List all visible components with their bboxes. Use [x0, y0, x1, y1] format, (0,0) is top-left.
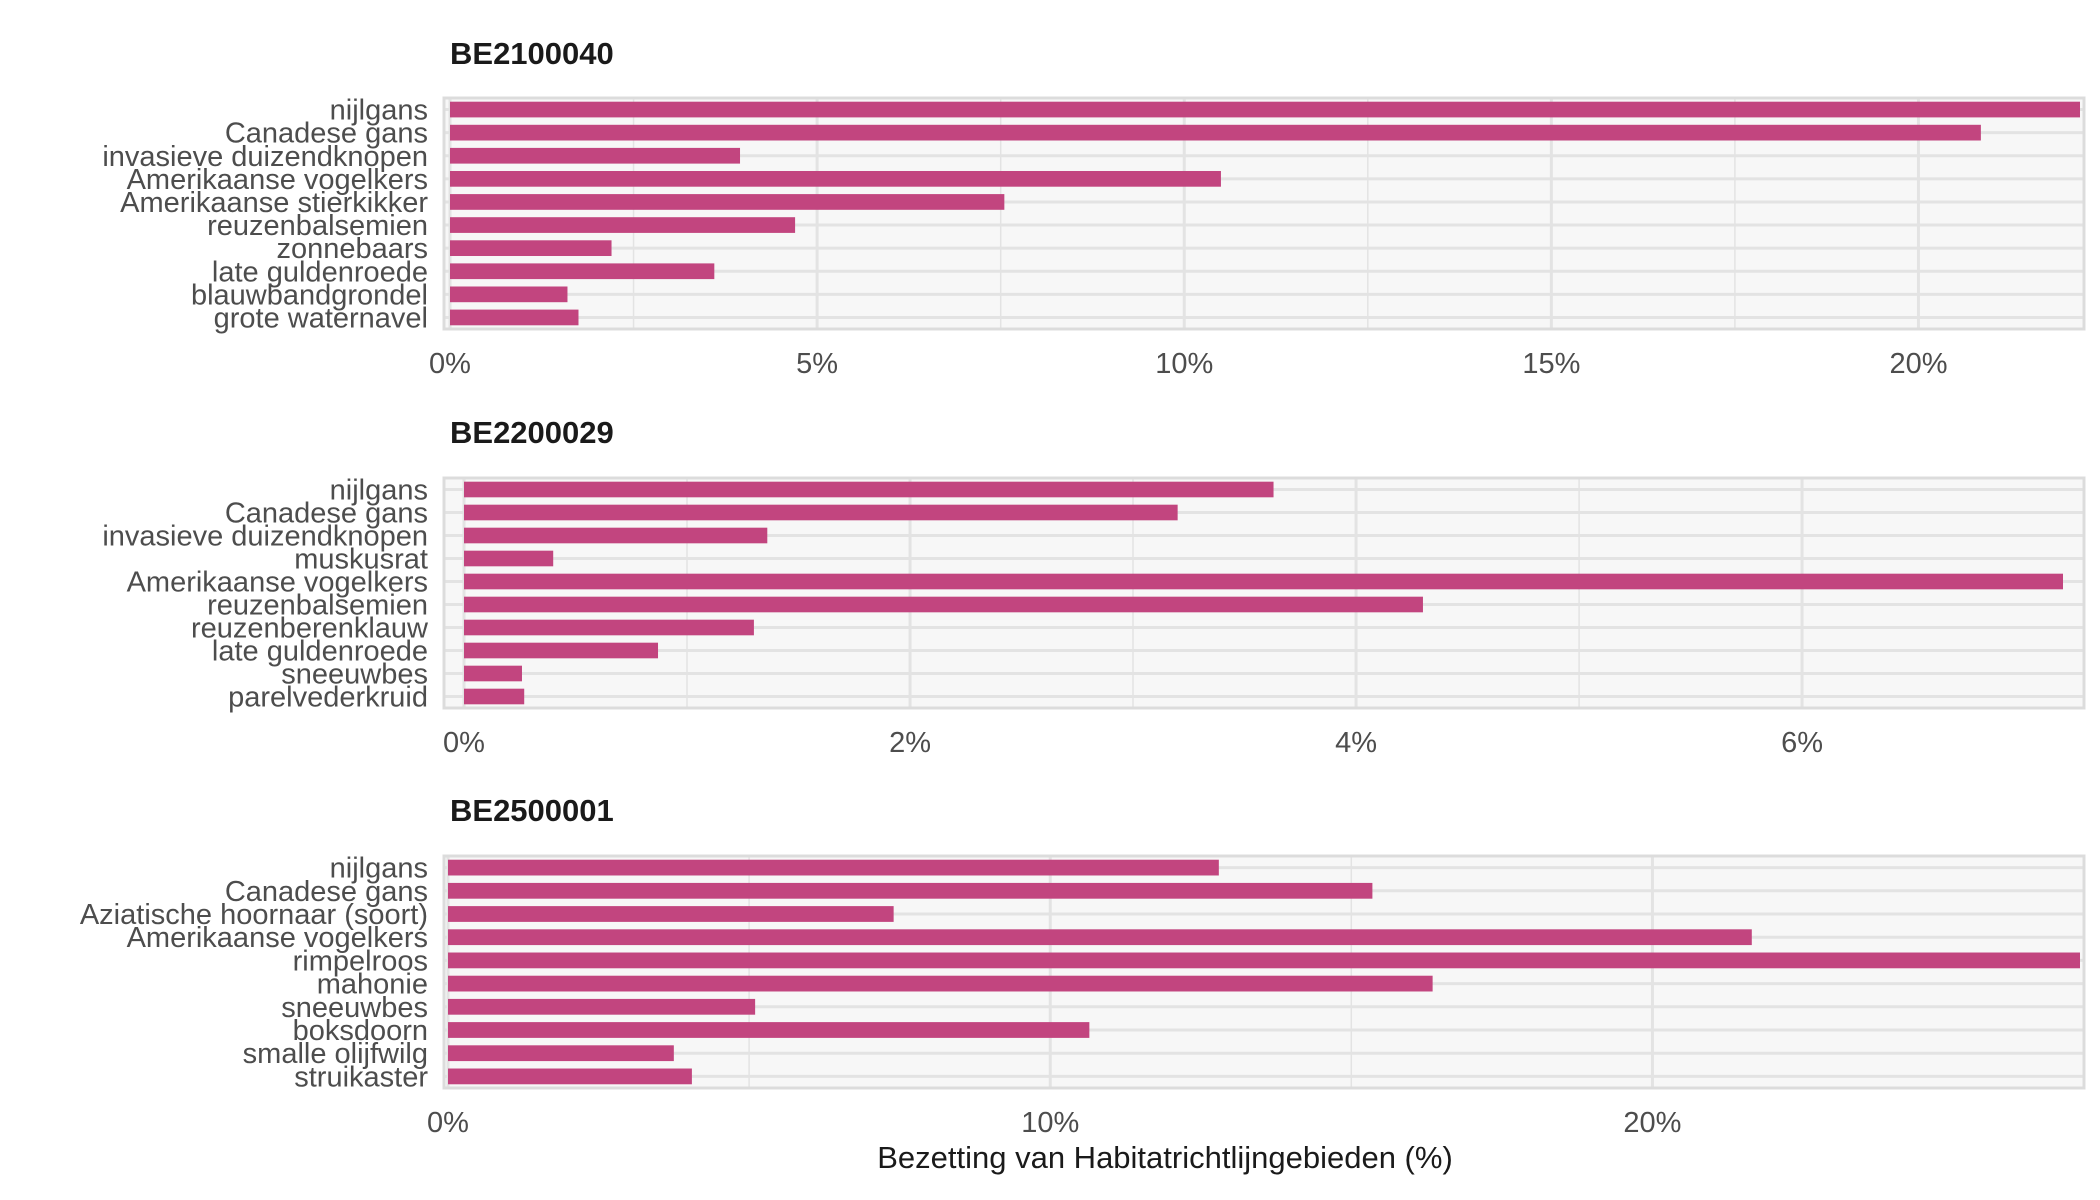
bar-mahonie — [448, 975, 1433, 992]
bar-invasieve-duizendknopen — [464, 527, 768, 544]
panel-title: BE2500001 — [450, 793, 614, 828]
bar-aziatische-hoornaar-soort — [448, 906, 894, 922]
x-tick-label: 0% — [429, 348, 471, 380]
bar-late-guldenroede — [450, 263, 715, 280]
category-label: rimpelroos — [293, 945, 428, 977]
category-label: Amerikaanse vogelkers — [127, 567, 428, 599]
x-tick-label: 20% — [1623, 1107, 1681, 1139]
category-label: Aziatische hoornaar (soort) — [80, 899, 428, 931]
bar-muskusrat — [464, 550, 554, 567]
category-label: sneeuwbes — [281, 659, 428, 691]
bar-grote-waternavel — [450, 309, 579, 326]
category-label: sneeuwbes — [281, 992, 428, 1024]
x-tick-label: 15% — [1522, 348, 1580, 380]
category-label: nijlgans — [330, 475, 428, 507]
panel-border — [442, 476, 2086, 710]
x-tick-label: 2% — [889, 727, 931, 759]
x-tick-label: 6% — [1781, 727, 1823, 759]
category-label: mahonie — [317, 969, 428, 1001]
x-tick-label: 0% — [427, 1107, 469, 1139]
bar-smalle-olijfwilg — [448, 1045, 674, 1062]
bar-reuzenberenklauw — [464, 619, 754, 636]
bar-amerikaanse-vogelkers — [448, 929, 1752, 946]
bar-canadese-gans — [448, 882, 1373, 899]
category-label: late guldenroede — [212, 256, 428, 288]
category-label: Amerikaanse vogelkers — [127, 922, 428, 954]
category-label: parelvederkruid — [228, 682, 428, 714]
panel-border — [442, 96, 2086, 331]
category-label: invasieve duizendknopen — [102, 521, 428, 553]
category-label: Amerikaanse stierkikker — [120, 187, 428, 219]
bar-parelvederkruid — [464, 688, 525, 705]
category-label: zonnebaars — [276, 233, 428, 265]
bar-invasieve-duizendknopen — [450, 147, 741, 164]
bar-blauwbandgrondel — [450, 286, 568, 303]
x-tick-label: 10% — [1155, 348, 1213, 380]
category-label: Amerikaanse vogelkers — [127, 164, 428, 196]
category-label: muskusrat — [294, 544, 428, 576]
bar-canadese-gans — [464, 504, 1178, 521]
bar-late-guldenroede — [464, 642, 659, 659]
category-label: reuzenbalsemien — [207, 590, 428, 622]
category-label: struikaster — [294, 1061, 428, 1093]
x-tick-label: 10% — [1021, 1107, 1079, 1139]
category-label: late guldenroede — [212, 636, 428, 668]
bar-rimpelroos — [448, 952, 2080, 969]
category-label: blauwbandgrondel — [191, 279, 428, 311]
x-tick-label: 4% — [1335, 727, 1377, 759]
bar-sneeuwbes — [464, 665, 522, 682]
x-tick-label: 20% — [1889, 348, 1947, 380]
category-label: nijlgans — [330, 853, 428, 885]
bar-canadese-gans — [450, 124, 1981, 141]
bar-nijlgans — [450, 101, 2080, 118]
bar-nijlgans — [448, 859, 1219, 876]
category-label: Canadese gans — [225, 876, 428, 908]
category-label: invasieve duizendknopen — [102, 141, 428, 173]
bar-nijlgans — [464, 481, 1274, 498]
bar-reuzenbalsemien — [464, 596, 1423, 613]
category-label: reuzenbalsemien — [207, 210, 428, 242]
bar-boksdoorn — [448, 1022, 1090, 1038]
panel-border — [442, 854, 2086, 1090]
category-label: Canadese gans — [225, 118, 428, 150]
category-label: nijlgans — [330, 95, 428, 127]
x-axis-title: Bezetting van Habitatrichtlijngebieden (… — [877, 1140, 1453, 1175]
category-label: smalle olijfwilg — [243, 1038, 428, 1070]
bar-amerikaanse-stierkikker — [450, 194, 1005, 210]
category-label: Canadese gans — [225, 498, 428, 530]
x-tick-label: 5% — [796, 348, 838, 380]
bar-amerikaanse-vogelkers — [464, 573, 2063, 590]
category-label: reuzenberenklauw — [191, 613, 429, 645]
panel-title: BE2200029 — [450, 415, 614, 450]
bar-reuzenbalsemien — [450, 217, 796, 233]
category-label: grote waternavel — [214, 302, 428, 334]
x-tick-label: 0% — [443, 727, 485, 759]
bar-zonnebaars — [450, 240, 612, 257]
bar-struikaster — [448, 1068, 692, 1085]
category-label: boksdoorn — [293, 1015, 428, 1047]
panel-title: BE2100040 — [450, 36, 614, 71]
bar-sneeuwbes — [448, 998, 756, 1015]
bar-amerikaanse-vogelkers — [450, 170, 1221, 187]
